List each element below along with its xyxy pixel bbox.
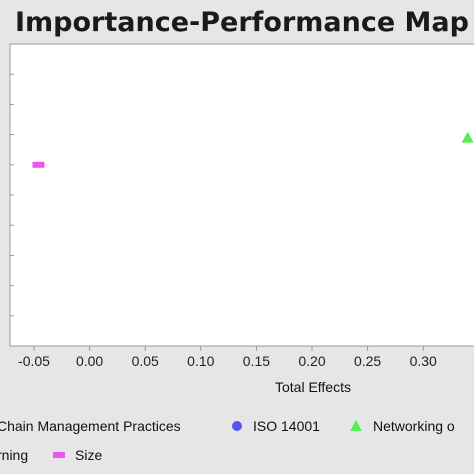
x-tick-label: 0.30 bbox=[410, 353, 437, 369]
chart-title: Importance-Performance Map bbox=[15, 7, 469, 38]
x-tick-label: 0.05 bbox=[132, 353, 159, 369]
x-tick-label: 0.25 bbox=[354, 353, 381, 369]
data-point bbox=[32, 161, 45, 168]
x-tick-label: 0.20 bbox=[298, 353, 325, 369]
legend-entry: rning bbox=[0, 447, 28, 463]
legend-entry: ISO 14001 bbox=[253, 418, 320, 434]
legend-entry: Networking o bbox=[373, 418, 455, 434]
legend-entry: Size bbox=[75, 447, 102, 463]
x-tick-label: 0.15 bbox=[243, 353, 270, 369]
plot-area bbox=[9, 43, 474, 347]
x-axis-label: Total Effects bbox=[275, 379, 351, 395]
data-point bbox=[461, 131, 474, 143]
legend-entry: Chain Management Practices bbox=[0, 418, 181, 434]
legend: Chain Management Practices ISO 14001 Netwo… bbox=[0, 418, 455, 463]
x-axis: -0.050.000.050.100.150.200.250.300 bbox=[10, 43, 437, 369]
legend-marker bbox=[232, 421, 242, 431]
x-tick-label: 0.00 bbox=[76, 353, 103, 369]
x-tick-label: 0.10 bbox=[187, 353, 214, 369]
data-points bbox=[32, 131, 474, 168]
x-tick-label: -0.05 bbox=[18, 353, 50, 369]
legend-marker bbox=[350, 420, 362, 431]
legend-marker bbox=[53, 452, 65, 458]
